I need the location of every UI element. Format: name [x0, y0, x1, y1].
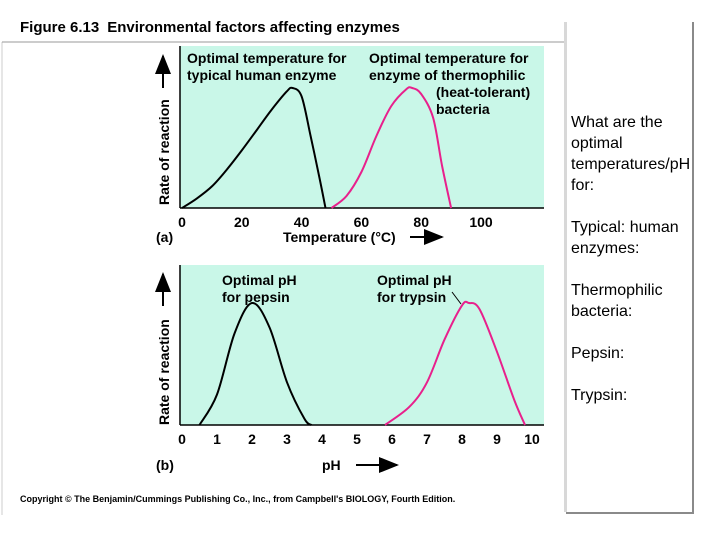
- figure-title: Figure 6.13 Environmental factors affecti…: [20, 19, 400, 36]
- x-tick-label: 6: [388, 431, 396, 447]
- side-question: What are the optimal temperatures/pH for…: [571, 114, 691, 194]
- series-line-human-enzyme: [181, 86, 327, 209]
- copyright-notice: Copyright © The Benjamin/Cummings Publis…: [20, 494, 455, 504]
- side-item-trypsin: Trypsin:: [571, 387, 628, 404]
- annotation-thermophilic-bacteria: Optimal temperature for enzyme of thermop…: [369, 50, 530, 117]
- side-panel: What are the optimal temperatures/pH for…: [564, 22, 694, 514]
- ph-y-axis-label: Rate of reaction: [156, 319, 172, 425]
- x-tick-label: 10: [524, 431, 540, 447]
- x-tick-label: 20: [234, 214, 250, 230]
- temperature-chart: 0 20 40 60 80 100 Optimal temperature for typi…: [155, 46, 544, 245]
- x-tick-label: 0: [178, 431, 186, 447]
- side-item-thermophilic: Thermophilic bacteria:: [571, 282, 663, 320]
- trypsin-annotation-leader: [451, 291, 462, 305]
- side-item-pepsin: Pepsin:: [571, 345, 625, 362]
- series-line-trypsin: [384, 300, 526, 426]
- x-tick-label: 8: [458, 431, 466, 447]
- x-tick-label: 60: [354, 214, 370, 230]
- panel-label-b: (b): [156, 457, 174, 473]
- x-tick-label: 2: [248, 431, 256, 447]
- x-tick-label: 0: [178, 214, 186, 230]
- x-tick-label: 1: [213, 431, 221, 447]
- panel-label-a: (a): [156, 229, 173, 245]
- ph-chart: 0 1 2 3 4 5 6 7 8 9 10 Optimal pH for pepsin Optima…: [155, 265, 544, 473]
- ph-plot-background: [180, 265, 544, 425]
- x-tick-label: 100: [469, 214, 493, 230]
- annotation-pepsin: Optimal pH for pepsin: [222, 272, 297, 305]
- side-item-human: Typical: human enzymes:: [571, 219, 679, 257]
- ph-x-axis-label: pH: [322, 457, 341, 473]
- x-tick-label: 5: [353, 431, 361, 447]
- temperature-plot-background: [180, 46, 544, 208]
- x-tick-label: 9: [493, 431, 501, 447]
- x-tick-label: 40: [294, 214, 310, 230]
- annotation-human-enzyme: Optimal temperature for typical human enz…: [187, 50, 347, 83]
- x-tick-label: 4: [318, 431, 326, 447]
- temperature-x-axis-label: Temperature (°C): [283, 229, 396, 245]
- x-tick-label: 80: [413, 214, 429, 230]
- x-tick-label: 7: [423, 431, 431, 447]
- series-line-thermophilic-bacteria: [330, 86, 453, 209]
- side-panel-border: [564, 22, 567, 512]
- x-tick-label: 3: [283, 431, 291, 447]
- side-panel-text: What are the optimal temperatures/pH for…: [571, 112, 693, 427]
- temperature-y-axis-label: Rate of reaction: [156, 99, 172, 205]
- series-line-pepsin: [198, 302, 313, 426]
- annotation-trypsin: Optimal pH for trypsin: [377, 272, 452, 305]
